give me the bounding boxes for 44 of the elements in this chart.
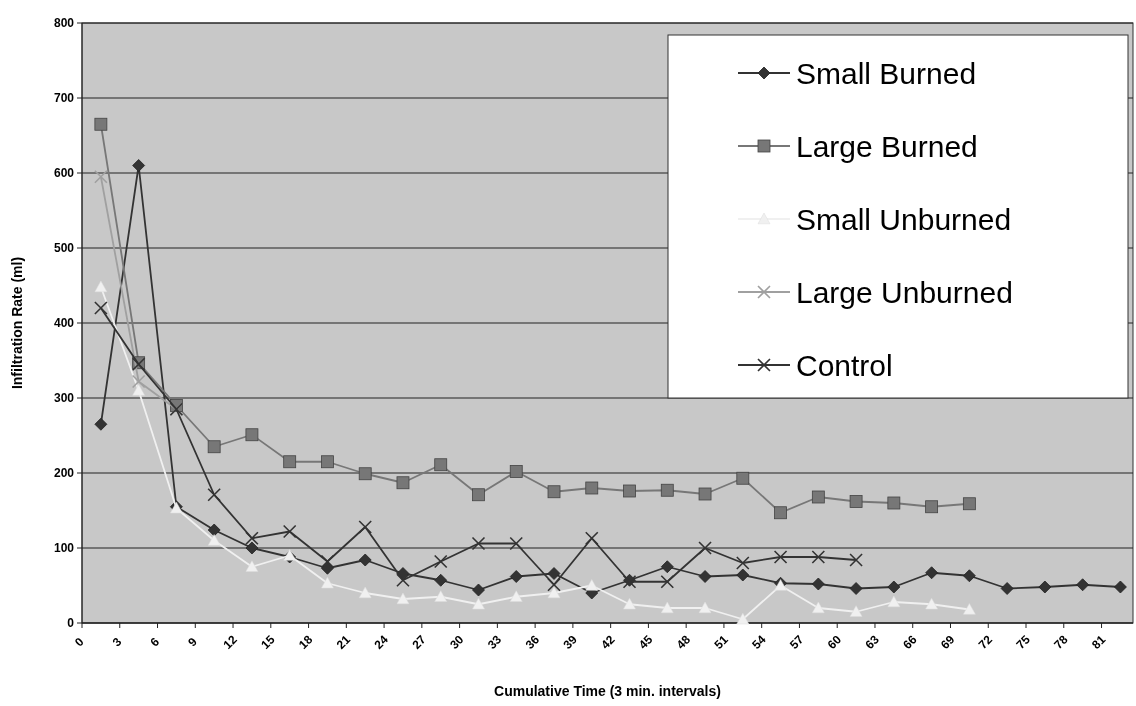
x-tick-label: 12 [220, 632, 241, 652]
y-tick-label: 0 [67, 616, 75, 631]
x-tick-label: 39 [560, 632, 580, 652]
x-tick-label: 27 [409, 632, 429, 652]
y-tick-label: 800 [53, 16, 75, 31]
legend-label: Small Unburned [796, 202, 1012, 236]
x-tick-label: 72 [975, 632, 996, 652]
legend-label: Control [796, 348, 893, 382]
y-axis-title: Infiltration Rate (ml) [9, 256, 25, 390]
x-tick-label: 75 [1013, 632, 1034, 652]
x-tick-label: 48 [673, 632, 694, 652]
x-tick-label: 15 [258, 632, 278, 652]
legend-label: Large Unburned [796, 275, 1013, 309]
y-tick-label: 300 [53, 391, 75, 406]
x-tick-label: 3 [109, 634, 125, 650]
legend-label: Small Burned [796, 56, 977, 90]
x-tick-label: 63 [862, 632, 883, 652]
y-tick-label: 400 [53, 316, 75, 331]
x-tick-label: 24 [371, 632, 392, 652]
x-tick-label: 78 [1051, 632, 1071, 652]
x-tick-label: 6 [147, 634, 163, 650]
y-tick-label: 600 [53, 166, 75, 181]
x-tick-label: 18 [296, 632, 316, 652]
x-tick-label: 54 [749, 632, 769, 652]
x-tick-label: 33 [484, 632, 505, 652]
x-tick-label: 0 [71, 634, 87, 650]
x-tick-label: 45 [635, 632, 656, 652]
x-tick-label: 69 [937, 632, 958, 652]
x-tick-label: 9 [185, 634, 200, 650]
x-tick-label: 57 [786, 632, 807, 652]
y-tick-label: 700 [53, 91, 75, 106]
x-tick-label: 81 [1089, 632, 1109, 652]
x-tick-label: 66 [900, 632, 920, 652]
x-tick-label: 36 [522, 632, 543, 652]
y-tick-label: 100 [53, 541, 75, 556]
x-tick-label: 42 [598, 632, 618, 652]
x-tick-label: 30 [447, 632, 467, 652]
x-axis-title: Cumulative Time (3 min. intervals) [494, 683, 721, 699]
x-tick-label: 21 [333, 632, 354, 652]
x-tick-label: 60 [824, 632, 845, 652]
y-tick-label: 200 [53, 466, 75, 481]
legend-label: Large Burned [796, 129, 978, 163]
y-tick-label: 500 [53, 241, 75, 256]
x-tick-label: 51 [711, 632, 731, 652]
